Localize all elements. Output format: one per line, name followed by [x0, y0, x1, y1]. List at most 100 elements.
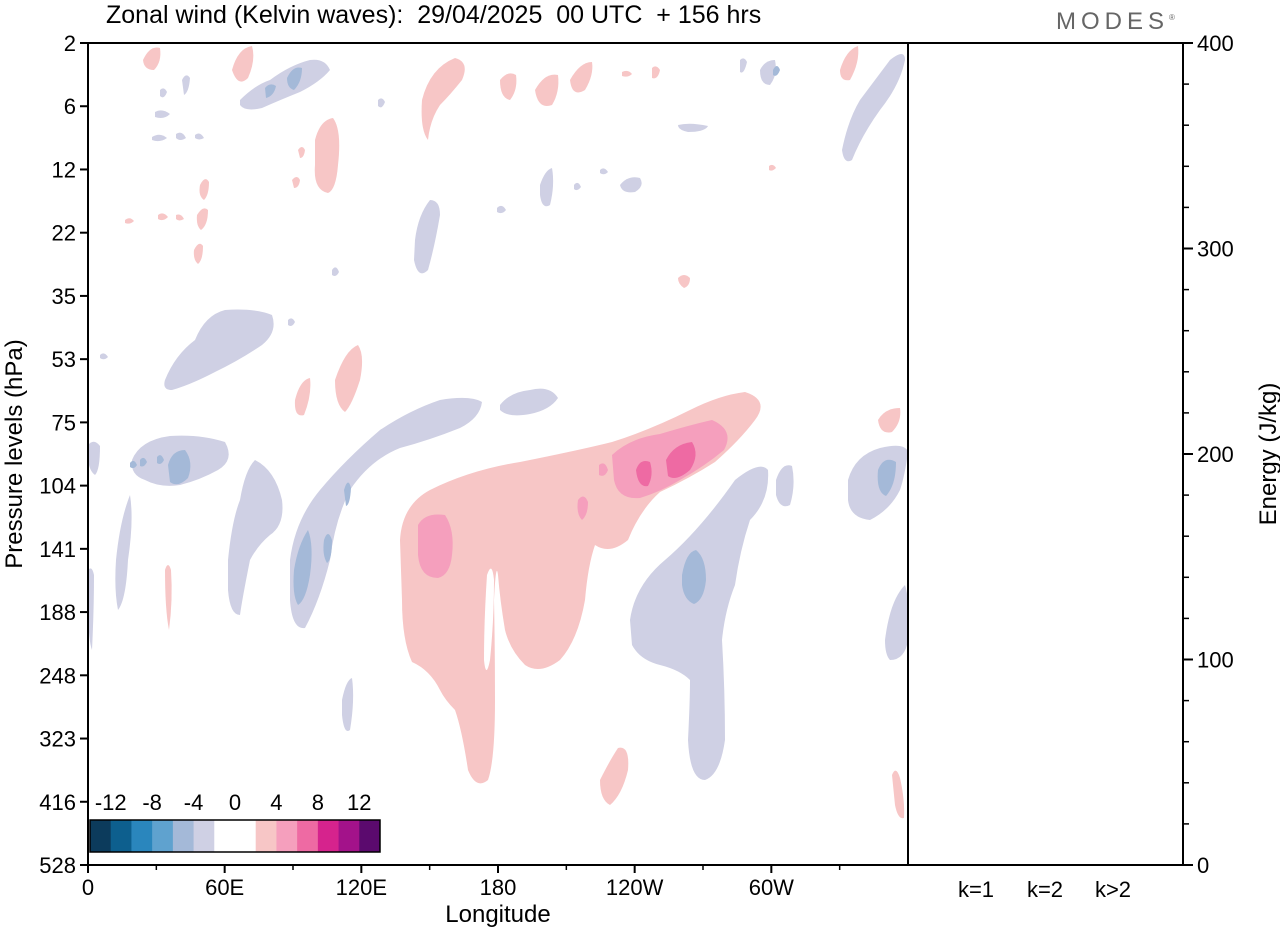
negative-anomaly-region [378, 98, 385, 108]
energy-bar [954, 864, 998, 866]
positive-anomaly-region [193, 243, 203, 264]
y-tick-label: 528 [39, 853, 76, 878]
y-tick-label: 323 [39, 727, 76, 752]
colorbar-label: 8 [312, 790, 324, 815]
positive-anomaly-region [158, 213, 168, 221]
positive-anomaly-region [421, 58, 465, 140]
x-tick-label: 60E [205, 875, 244, 900]
colorbar-swatch [193, 820, 215, 852]
colorbar-swatch [235, 820, 257, 852]
colorbar-swatch [90, 820, 112, 852]
negative-anomaly-region [288, 318, 295, 326]
modes-logo: MODES® [1056, 8, 1175, 35]
negative-anomaly-region [630, 466, 769, 780]
chart-title: Zonal wind (Kelvin waves): 29/04/2025 00… [106, 1, 762, 29]
negative-anomaly-region [88, 568, 94, 650]
positive-anomaly-region [314, 118, 340, 193]
colorbar-swatch [214, 820, 236, 852]
y-tick-label: 141 [39, 537, 76, 562]
negative-anomaly-region [228, 460, 283, 615]
colorbar-label: 12 [347, 790, 371, 815]
x-tick-label: 120W [606, 875, 664, 900]
colorbar-label: -4 [184, 790, 204, 815]
positive-anomaly-core [636, 461, 652, 487]
negative-anomaly-region [740, 58, 747, 73]
y-tick-label: 22 [52, 221, 76, 246]
negative-anomaly-core [168, 450, 191, 485]
energy-tick-label: 0 [1197, 853, 1209, 878]
negative-anomaly-region [540, 168, 554, 207]
colorbar-swatch [110, 820, 132, 852]
negative-anomaly-core [344, 482, 351, 506]
negative-anomaly-core [287, 67, 302, 90]
negative-anomaly-region [497, 205, 506, 214]
positive-anomaly-region [143, 47, 161, 70]
y-tick-label: 35 [52, 284, 76, 309]
negative-anomaly-core [877, 459, 896, 496]
y-tick-label: 6 [64, 94, 76, 119]
negative-anomaly-core [773, 66, 780, 76]
positive-anomaly-region [570, 62, 593, 93]
negative-anomaly-region [155, 110, 170, 118]
colorbar-swatch [338, 820, 360, 852]
zero-gap [484, 568, 494, 670]
x-tick-label: 120E [336, 875, 387, 900]
y-tick-label: 12 [52, 157, 76, 182]
positive-anomaly-region [500, 73, 517, 100]
negative-anomaly-region [842, 54, 905, 162]
negative-anomaly-core [265, 84, 276, 98]
negative-anomaly-core [293, 530, 312, 605]
positive-anomaly-region [196, 208, 208, 230]
x-axis-title: Longitude [445, 901, 550, 928]
negative-anomaly-region [776, 465, 794, 507]
colorbar-swatch [276, 820, 298, 852]
positive-anomaly-region [652, 66, 660, 79]
negative-anomaly-region [414, 200, 440, 274]
negative-anomaly-region [600, 168, 608, 175]
colorbar-label: 4 [270, 790, 282, 815]
negative-anomaly-core [130, 460, 137, 469]
y-axis-title: Pressure levels (hPa) [1, 339, 28, 568]
negative-anomaly-region [100, 353, 108, 360]
negative-anomaly-region [342, 678, 354, 731]
energy-bar [1023, 864, 1067, 866]
energy-tick-label: 100 [1197, 648, 1234, 673]
positive-anomaly-region [892, 770, 905, 819]
energy-bar [1091, 864, 1135, 866]
longitude-axis: 0 60E 120E 180 120W 60W [82, 865, 841, 900]
y-tick-label: 188 [39, 600, 76, 625]
x-tick-label: 60W [749, 875, 794, 900]
negative-anomaly-core [140, 457, 147, 467]
energy-tick-label: 200 [1197, 442, 1234, 467]
energy-axis-title: Energy (J/kg) [1255, 383, 1280, 526]
positive-anomaly-region [599, 463, 608, 476]
positive-anomaly-region [577, 496, 588, 520]
negative-anomaly-region [115, 495, 132, 610]
positive-anomaly-region [769, 164, 776, 171]
y-tick-label: 248 [39, 663, 76, 688]
negative-anomaly-region [620, 177, 642, 193]
negative-anomaly-core [323, 534, 332, 563]
negative-anomaly-region [176, 132, 186, 140]
negative-anomaly-core [157, 455, 164, 464]
positive-anomaly-region [232, 46, 254, 82]
y-tick-label: 416 [39, 790, 76, 815]
colorbar-label: -8 [142, 790, 162, 815]
negative-anomaly-region [760, 60, 776, 85]
colorbar-swatch [317, 820, 340, 852]
positive-anomaly-region [400, 392, 761, 784]
negative-anomaly-region [678, 123, 708, 132]
negative-anomaly-region [290, 397, 482, 629]
negative-anomaly-region [240, 59, 330, 110]
negative-anomaly-region [574, 182, 581, 191]
positive-anomaly-region [294, 378, 311, 416]
positive-anomaly-region [840, 46, 859, 81]
y-tick-label: 2 [64, 31, 76, 56]
colorbar-swatch [359, 820, 381, 852]
positive-anomaly-region [292, 177, 300, 188]
negative-anomaly-region [164, 309, 274, 390]
energy-category-label: k>2 [1095, 877, 1131, 902]
pressure-axis: 2 6 12 22 35 53 75 104 141 188 248 323 416 528 [39, 31, 88, 878]
x-tick-label: 0 [82, 875, 94, 900]
